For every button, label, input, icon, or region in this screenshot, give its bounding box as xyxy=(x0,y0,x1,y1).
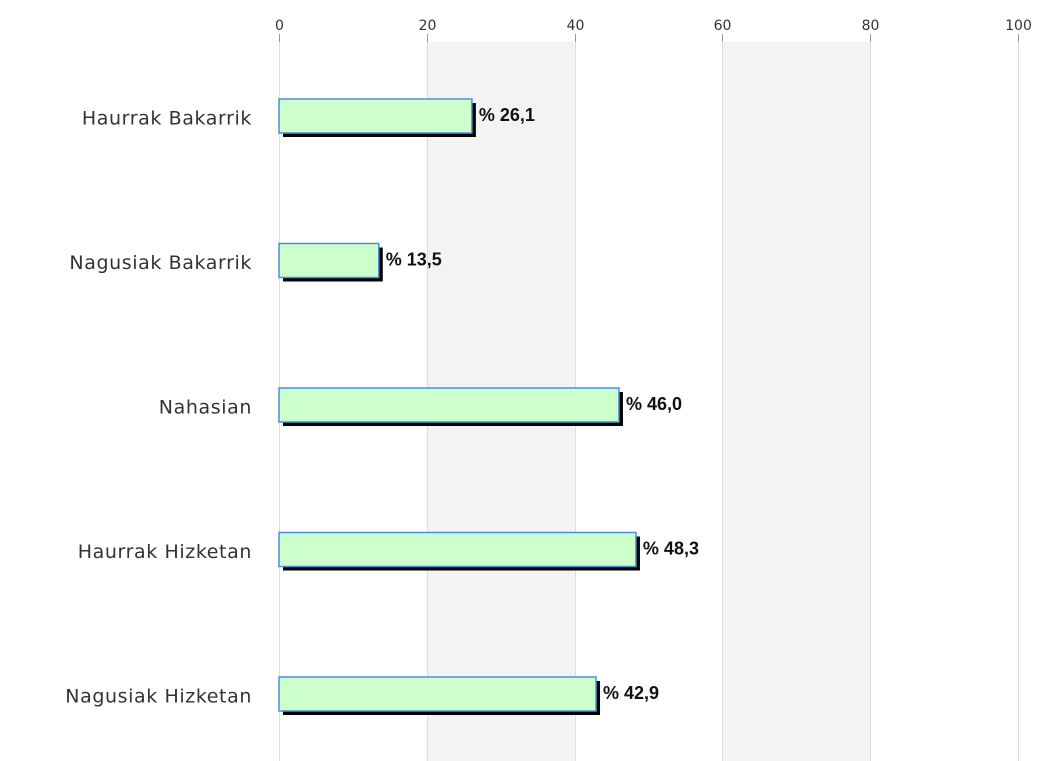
category-label: Nagusiak Hizketan xyxy=(65,686,252,708)
x-axis-ticks: 0 20 40 60 80 100 xyxy=(275,18,1032,42)
x-tick-label: 60 xyxy=(714,18,732,34)
bars: % 26,1 % 13,5 % 46,0 % 48,3 % 42,9 xyxy=(278,98,699,715)
data-label: % 42,9 xyxy=(603,683,659,703)
data-label: % 48,3 xyxy=(643,538,699,558)
x-tick-label: 0 xyxy=(275,18,284,34)
bar xyxy=(278,242,380,279)
data-label: % 13,5 xyxy=(386,249,442,269)
bar xyxy=(278,98,473,134)
category-label: Haurrak Hizketan xyxy=(78,541,252,563)
category-labels: Haurrak Bakarrik Nagusiak Bakarrik Nahasia… xyxy=(65,108,252,708)
x-tick-label: 100 xyxy=(1005,18,1032,34)
bar xyxy=(278,387,620,423)
data-label: % 26,1 xyxy=(479,105,535,125)
category-label: Haurrak Bakarrik xyxy=(82,108,252,130)
bar xyxy=(278,676,597,712)
x-tick-label: 20 xyxy=(419,18,437,34)
bar xyxy=(278,531,637,568)
data-label: % 46,0 xyxy=(626,394,682,414)
category-label: Nagusiak Bakarrik xyxy=(69,252,252,274)
band-60-80 xyxy=(722,42,871,761)
x-tick-label: 80 xyxy=(862,18,880,34)
x-tick-label: 40 xyxy=(567,18,585,34)
category-label: Nahasian xyxy=(159,397,252,419)
